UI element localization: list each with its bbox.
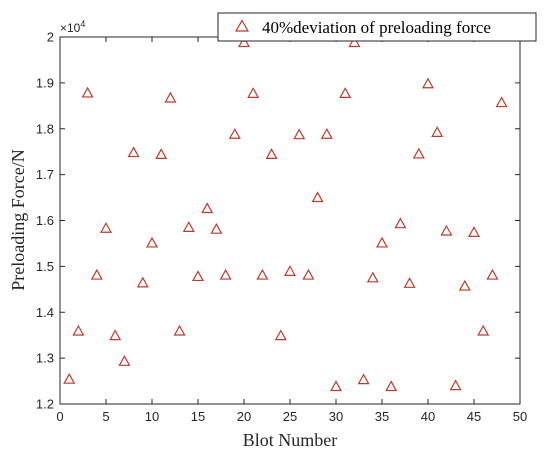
y-tick-label: 1.7 xyxy=(36,167,54,182)
data-point xyxy=(302,268,315,280)
data-point xyxy=(403,277,416,288)
data-point xyxy=(477,324,490,336)
data-point xyxy=(118,355,131,366)
data-point xyxy=(72,324,85,336)
data-point xyxy=(421,77,435,89)
data-point xyxy=(155,148,168,159)
legend: 40%deviation of preloading force xyxy=(217,12,537,42)
x-tick-label: 20 xyxy=(237,409,251,424)
data-point xyxy=(375,236,389,248)
data-point xyxy=(274,329,287,341)
legend-marker-triangle xyxy=(234,19,250,32)
data-point xyxy=(191,270,205,282)
data-point xyxy=(127,146,140,158)
data-point xyxy=(339,87,352,98)
x-axis-label: Blot Number xyxy=(243,430,338,450)
data-point xyxy=(311,191,324,203)
data-point xyxy=(440,224,453,236)
x-tick-label: 0 xyxy=(56,409,63,424)
data-point xyxy=(495,96,508,108)
data-point xyxy=(99,222,113,233)
x-tick-label: 5 xyxy=(102,409,109,424)
data-point xyxy=(219,268,232,280)
data-point xyxy=(210,222,223,234)
data-point xyxy=(467,226,481,237)
data-point xyxy=(228,127,241,139)
data-point xyxy=(458,279,471,291)
x-tick-label: 15 xyxy=(191,409,205,424)
data-point xyxy=(81,86,94,98)
data-point xyxy=(109,329,122,341)
y-tick-label: 1.8 xyxy=(36,121,54,136)
y-tick-label: 1.4 xyxy=(36,305,54,320)
data-point xyxy=(449,379,462,391)
data-point xyxy=(182,221,195,232)
data-point xyxy=(320,127,333,139)
x-tick-label: 35 xyxy=(375,409,389,424)
y-tick-label: 2 xyxy=(47,30,54,45)
axes-box xyxy=(59,36,521,405)
data-point xyxy=(90,268,103,280)
data-point xyxy=(348,36,361,48)
y-tick-label: 1.6 xyxy=(36,213,54,228)
x-tick-label: 45 xyxy=(467,409,481,424)
y-tick-label: 1.3 xyxy=(36,351,54,366)
x-tick-label: 10 xyxy=(145,409,159,424)
data-point xyxy=(256,268,269,280)
y-axis-exponent-power: 4 xyxy=(80,19,85,29)
data-point xyxy=(293,128,306,140)
x-tick-label: 50 xyxy=(513,409,527,424)
data-point xyxy=(385,380,398,392)
data-point xyxy=(329,380,343,392)
data-point xyxy=(201,202,214,214)
data-point xyxy=(247,87,260,98)
data-point xyxy=(145,236,159,248)
y-axis-label: Preloading Force/N xyxy=(8,149,28,290)
axis-ticks: 0 5 10 15 20 25 30 35 40 45 50 1.2 1.3 1.4 1.5 1.6 1.7 1.… xyxy=(36,30,527,425)
y-tick-label: 1.9 xyxy=(36,75,54,90)
y-tick-label: 1.2 xyxy=(36,397,54,412)
data-point xyxy=(265,148,278,159)
data-point xyxy=(164,91,177,103)
legend-entry: 40%deviation of preloading force xyxy=(262,18,491,37)
data-point xyxy=(237,36,251,48)
data-point xyxy=(357,373,370,385)
data-point xyxy=(136,276,149,288)
y-axis-exponent: ×104 xyxy=(60,19,85,35)
x-tick-label: 30 xyxy=(329,409,343,424)
data-point xyxy=(173,324,186,336)
x-tick-label: 40 xyxy=(421,409,435,424)
legend-box xyxy=(217,12,537,42)
data-point xyxy=(486,268,499,280)
data-point xyxy=(366,271,379,283)
y-tick-label: 1.5 xyxy=(36,259,54,274)
data-point xyxy=(412,147,425,159)
data-point xyxy=(431,126,444,137)
data-point xyxy=(283,265,297,276)
x-tick-label: 25 xyxy=(283,409,297,424)
data-point xyxy=(394,217,407,229)
data-point xyxy=(63,372,76,384)
plot-area xyxy=(59,36,521,405)
data-points xyxy=(63,36,508,392)
